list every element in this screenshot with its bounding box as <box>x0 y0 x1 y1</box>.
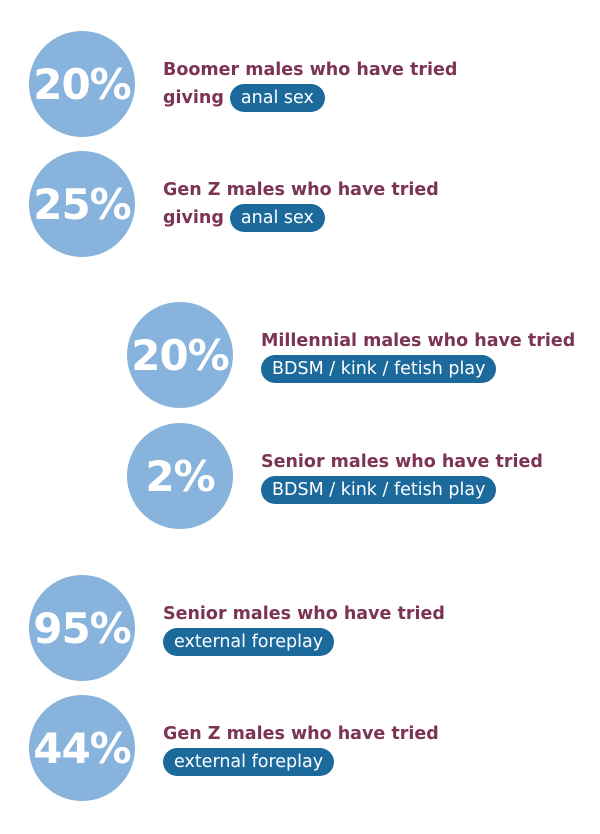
stat-description: Gen Z males who have tried giving anal se… <box>163 176 493 232</box>
stat-label: Millennial males who have tried <box>261 331 576 351</box>
stat-label: Senior males who have tried <box>163 604 445 624</box>
stat-second-line: BDSM / kink / fetish play <box>261 355 591 383</box>
stat-label: Gen Z males who have tried <box>163 180 439 200</box>
percent-value: 44% <box>33 723 132 773</box>
percent-value: 95% <box>33 603 132 653</box>
percent-circle: 25% <box>29 151 135 257</box>
stat-second-line: BDSM / kink / fetish play <box>261 476 591 504</box>
topic-pill: BDSM / kink / fetish play <box>261 355 497 383</box>
stat-description: Boomer males who have tried giving anal s… <box>163 56 493 112</box>
stat-prefix: giving <box>163 88 224 108</box>
stat-description: Senior males who have tried external for… <box>163 600 493 656</box>
stat-description: Millennial males who have tried BDSM / k… <box>261 327 591 383</box>
stat-prefix: giving <box>163 208 224 228</box>
stat-description: Gen Z males who have tried external fore… <box>163 720 493 776</box>
percent-circle: 95% <box>29 575 135 681</box>
percent-circle: 20% <box>29 31 135 137</box>
topic-pill: BDSM / kink / fetish play <box>261 476 497 504</box>
stat-label: Gen Z males who have tried <box>163 724 439 744</box>
percent-circle: 44% <box>29 695 135 801</box>
percent-value: 20% <box>131 330 230 380</box>
topic-pill: external foreplay <box>163 748 335 776</box>
percent-value: 20% <box>33 59 132 109</box>
stat-second-line: external foreplay <box>163 628 493 656</box>
stat-description: Senior males who have tried BDSM / kink … <box>261 448 591 504</box>
topic-pill: anal sex <box>229 84 325 112</box>
stat-label: Boomer males who have tried <box>163 60 458 80</box>
stat-second-line: external foreplay <box>163 748 493 776</box>
percent-value: 25% <box>33 179 132 229</box>
stat-second-line: giving anal sex <box>163 204 493 232</box>
stat-second-line: giving anal sex <box>163 84 493 112</box>
topic-pill: external foreplay <box>163 628 335 656</box>
topic-pill: anal sex <box>229 204 325 232</box>
percent-circle: 20% <box>127 302 233 408</box>
percent-value: 2% <box>145 451 215 501</box>
percent-circle: 2% <box>127 423 233 529</box>
stat-label: Senior males who have tried <box>261 452 543 472</box>
